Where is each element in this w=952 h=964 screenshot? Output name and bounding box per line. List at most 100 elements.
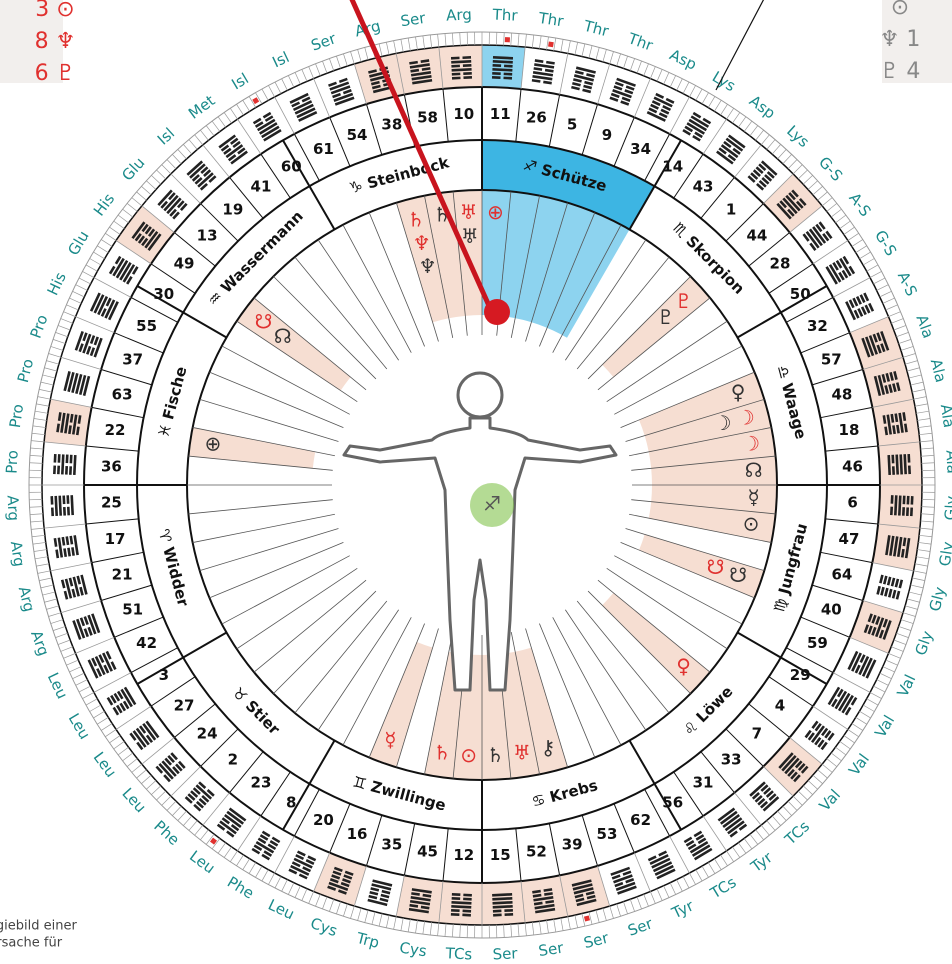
- codon-label: Arg: [3, 495, 22, 522]
- hexagram-line: [53, 465, 56, 474]
- codon-label: Arg: [7, 540, 29, 568]
- hexagram-line: [62, 495, 65, 504]
- body-head: [458, 373, 502, 417]
- gate-number: 62: [630, 811, 651, 829]
- codon-label: Pro: [6, 403, 27, 429]
- planet-symbol: ☿: [748, 485, 760, 509]
- codon-label: A-S: [845, 189, 874, 220]
- codon-label: Pro: [27, 312, 52, 340]
- footer-text: . Diese Ursache für: [0, 936, 63, 951]
- gate-number: 6: [847, 494, 857, 512]
- hexagram-line: [63, 507, 66, 516]
- gate-number: 18: [839, 421, 860, 439]
- codon-label: Ser: [492, 944, 519, 963]
- gate-number: 26: [526, 109, 547, 127]
- planet-symbol: ♀: [676, 654, 691, 678]
- planet-symbol: ☿: [384, 728, 396, 752]
- codon-label: Thr: [536, 9, 565, 31]
- gate-number: 17: [105, 530, 126, 548]
- hexagram-line: [66, 495, 69, 504]
- gate-number: 64: [831, 566, 852, 584]
- planet-symbol: ☋: [729, 563, 747, 587]
- gate-number: 54: [347, 126, 368, 144]
- hexagram-line: [910, 508, 913, 517]
- codon-label: Ala: [942, 450, 952, 474]
- hexagram-line: [58, 454, 61, 463]
- hexagram-line: [462, 914, 471, 917]
- corner-right-label: ⊙: [891, 0, 909, 20]
- hexagram-line: [493, 914, 502, 917]
- hexagram-line: [451, 65, 460, 68]
- gate-number: 41: [251, 178, 272, 196]
- gate-number: 4: [775, 697, 785, 715]
- gate-number: 44: [746, 226, 767, 244]
- hexagram-line: [451, 909, 460, 912]
- pointer-dot: [484, 299, 510, 325]
- codon-label: Arg: [446, 5, 473, 24]
- gate-number: 51: [122, 600, 143, 618]
- gate-number: 9: [602, 126, 612, 144]
- planet-symbol: ♅: [460, 200, 478, 224]
- gate-number: 57: [821, 351, 842, 369]
- codon-label: Thr: [491, 5, 519, 24]
- gate-number: 47: [839, 530, 860, 548]
- corner-left-label: 8 ♆: [35, 29, 76, 54]
- codon-label: TCs: [444, 944, 473, 963]
- planet-symbol: ⊕: [487, 200, 504, 224]
- hexagram-line: [493, 910, 502, 913]
- hexagram-line: [903, 496, 906, 505]
- codon-label: Leu: [65, 710, 94, 742]
- codon-label: Ala: [913, 312, 938, 340]
- codon-label: Thr: [581, 17, 611, 41]
- planet-symbol: ⚷: [541, 735, 556, 759]
- hexagram-line: [891, 495, 894, 504]
- hexagram-line: [504, 909, 513, 912]
- codon-label: A-S: [894, 269, 921, 299]
- hexagram-line: [50, 496, 53, 505]
- gate-number: 35: [381, 835, 402, 853]
- codon-label: Pro: [14, 357, 37, 384]
- planet-symbol: ♇: [675, 289, 693, 313]
- planet-symbol: ♆: [419, 254, 437, 278]
- planet-symbol: ♅: [513, 741, 531, 765]
- planet-symbol: ☋: [707, 555, 725, 579]
- codon-label: G-S: [871, 227, 900, 259]
- gate-number: 46: [842, 457, 863, 475]
- codon-label: TCs: [706, 873, 739, 903]
- codon-label: Cys: [398, 939, 428, 961]
- gate-number: 48: [831, 385, 852, 403]
- hexagram-line: [57, 466, 60, 475]
- corner-right-label: ♆ 1: [880, 27, 921, 52]
- hexagram-line: [51, 508, 54, 517]
- codon-label: Ala: [937, 403, 952, 429]
- gate-number: 12: [453, 846, 474, 864]
- hexagram-line: [452, 897, 461, 900]
- planet-symbol: ☽: [742, 432, 760, 456]
- hexagram-line: [463, 898, 472, 901]
- footer-text: st das Energiebild einer: [0, 919, 77, 934]
- pointer-line-black: [716, 0, 766, 90]
- hexagram-line: [891, 455, 894, 464]
- gate-number: 15: [490, 846, 511, 864]
- hexagram-line: [451, 913, 460, 916]
- gate-number: 39: [562, 835, 583, 853]
- hexagram-line: [492, 76, 501, 79]
- planet-symbol: ⊙: [460, 743, 477, 767]
- hexagram-line: [908, 465, 911, 474]
- gate-number: 27: [174, 697, 195, 715]
- gate-number: 33: [721, 750, 742, 768]
- codon-label: Lys: [783, 122, 813, 151]
- gate-number: 13: [197, 226, 218, 244]
- codon-label: Glu: [64, 228, 92, 259]
- codon-label: Ser: [309, 29, 339, 55]
- codon-label: TCs: [781, 817, 814, 849]
- gate-number: 31: [693, 773, 714, 791]
- codon-label: His: [44, 269, 70, 298]
- gate-number: 32: [807, 317, 828, 335]
- gate-number: 49: [174, 254, 195, 272]
- gate-number: 38: [381, 116, 402, 134]
- gate-number: 25: [101, 494, 122, 512]
- hexagram-line: [505, 913, 514, 916]
- gate-number: 22: [105, 421, 126, 439]
- gate-number: 28: [770, 254, 791, 272]
